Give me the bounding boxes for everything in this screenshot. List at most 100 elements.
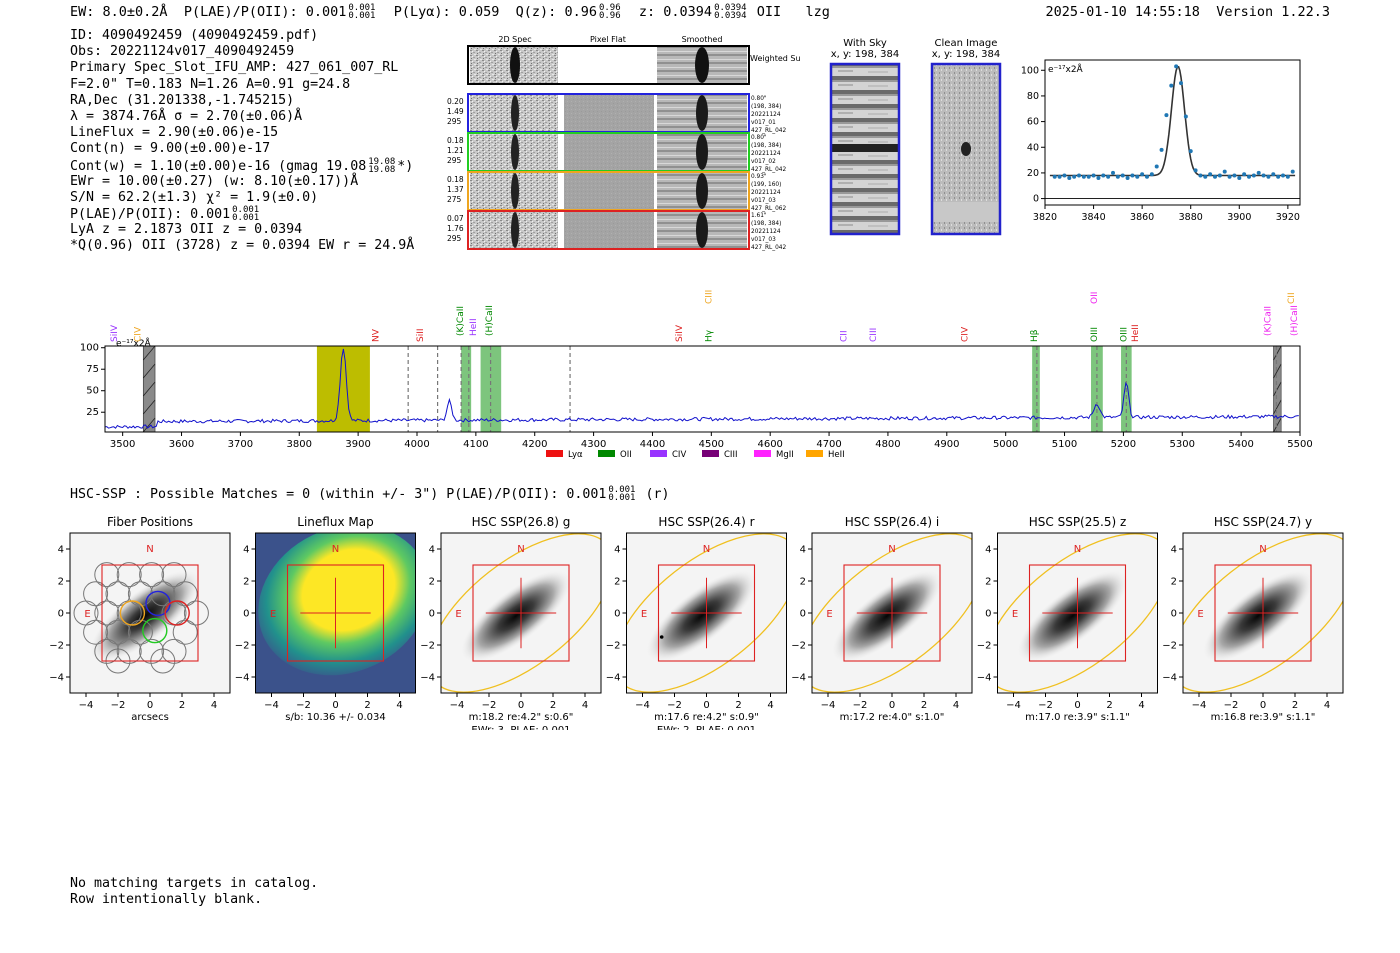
hsc-ytick-label-6-3: 2 (1171, 577, 1177, 588)
spectrum-line-label-20: (H)CaII (1290, 305, 1300, 336)
spectrum-line-label-19: CII (1287, 292, 1297, 304)
spectrum-line-label-12: CIV (960, 326, 970, 342)
line-fit-point-9 (1096, 176, 1101, 181)
cutout-flat-0 (564, 95, 654, 131)
hsc-xtick-label-3-1: −2 (667, 700, 682, 711)
line-fit-point-13 (1115, 174, 1120, 179)
spectrum-xtick-label-1: 3600 (169, 439, 194, 450)
cutout-right-1-1: (198, 384) (751, 143, 781, 149)
spectrum-line-label-11: CIII (869, 328, 879, 342)
hsc-panel-1: Lineflux Map N E −4 −4 −2 −2 0 0 2 2 4 4 s/b: 10.36 +… (235, 515, 416, 723)
line-fit-point-4 (1072, 174, 1077, 179)
line-fit-point-27 (1183, 114, 1188, 119)
hsc-header: HSC-SSP : Possible Matches = 0 (within +… (70, 485, 670, 503)
cutout-flat-2 (564, 173, 654, 209)
cutout-left-3-0: 0.07 (447, 214, 464, 223)
hsc-ytick-label-6-0: −4 (1162, 673, 1177, 684)
spectrum-hatch-1-0 (1273, 345, 1282, 361)
hsc-xtick-label-3-3: 2 (735, 700, 741, 711)
cutout-right-3-1: (198, 384) (751, 221, 781, 227)
compass-e-5: E (1012, 609, 1018, 620)
info-radec: RA,Dec (31.201338,-1.745215) (70, 92, 295, 108)
spectrum-line-label-10: CII (840, 330, 850, 342)
line-fit-point-38 (1237, 176, 1242, 181)
spectrum-xtick-label-9: 4400 (640, 439, 665, 450)
cutout-left-3-1: 1.76 (447, 224, 464, 233)
spectrum-line-label-9: Hγ (704, 329, 714, 342)
fiber-orange (119, 600, 146, 626)
hsc-xtick-label-4-4: 4 (953, 700, 959, 711)
hsc-xtick-label-2-0: −4 (450, 700, 465, 711)
line-fit-point-32 (1208, 172, 1213, 177)
hsc-aperture-box-2 (472, 564, 570, 662)
hsc-xtick-label-1-0: −4 (264, 700, 279, 711)
hsc-aperture-box-3 (657, 564, 756, 662)
line-fit-point-23 (1164, 113, 1169, 118)
spectrum-line-label-13: Hβ (1030, 329, 1040, 342)
line-fit-point-25 (1174, 64, 1179, 69)
cutout-right-3-0: 1.61" (751, 213, 767, 219)
hsc-ytick-label-5-2: 0 (985, 609, 991, 620)
legend-swatch-1 (598, 450, 615, 457)
line-fit-point-18 (1140, 172, 1145, 177)
fiber-red (164, 600, 190, 626)
hsc-panel-3: HSC SSP(26.4) r N E −4 −4 −2 −2 0 0 2 2 4 4 m:17.6 re… (606, 515, 787, 730)
hsc-panel-6: HSC SSP(24.7) y N E −4 −4 −2 −2 0 0 2 2 4 4 m:16.8 re… (1162, 515, 1344, 723)
fiber-circle-3 (161, 562, 187, 588)
legend-label-3: CIII (724, 450, 737, 460)
compass-n-2: N (517, 544, 524, 555)
cutout-flat-3 (564, 212, 654, 248)
line-fit-point-36 (1227, 174, 1232, 179)
header-q-hi: 0.96 (598, 3, 621, 13)
cutout-right-3-4: 427_RL_042 (751, 245, 786, 251)
line-fit-ytick-label-0: 0 (1033, 194, 1039, 205)
cutout-left-0-1: 1.49 (447, 107, 464, 116)
line-fit-point-20 (1149, 172, 1154, 177)
clean-image-frame (930, 62, 1002, 236)
fiber-circle-19 (172, 619, 198, 645)
cutout-left-0-0: 0.20 (447, 97, 464, 106)
line-fit-point-7 (1086, 174, 1091, 179)
line-fit-point-35 (1222, 169, 1227, 174)
line-fit-xtick-label-4: 3900 (1227, 212, 1251, 223)
hsc-galaxy-2 (458, 568, 574, 664)
hsc-xtick-label-4-2: 0 (889, 700, 895, 711)
spectrum-xtick-label-10: 4500 (699, 439, 724, 450)
info-sn: S/N = 62.2(±1.3) χ² = 1.9(±0.0) (70, 189, 319, 205)
fiber-circle-15 (83, 619, 109, 645)
hsc-xtick-label-5-3: 2 (1106, 700, 1112, 711)
hsc-ytick-label-0-2: 0 (58, 609, 64, 620)
spectrum-xtick-label-17: 5200 (1111, 439, 1136, 450)
spectrum-line-labels: SiIV CIV NV SiII (K)CaII HeII (H)CaII SiIVCIIIH… (110, 290, 1300, 342)
hsc-xtick-label-2-2: 0 (518, 700, 524, 711)
header-summary: EW: 8.0±0.2Å P(LAE)/P(OII): 0.001 0.001 0.… (70, 3, 830, 21)
spectrum-ytick-label-1: 50 (86, 386, 99, 397)
line-fit-point-49 (1290, 169, 1295, 174)
hsc-panel-title-3: HSC SSP(26.4) r (658, 515, 754, 529)
hsc-xtick-label-0-2: 0 (147, 700, 153, 711)
hsc-galaxy-3 (644, 568, 759, 664)
compass-e-3: E (641, 609, 647, 620)
weighted-flat (560, 47, 656, 83)
info-contw-row: Cont(w) = 1.10(±0.00)e-16 (gmag 19.08 19.… (70, 157, 414, 174)
hsc-header-hi: 0.001 (608, 485, 636, 495)
line-fit-xtick-label-2: 3860 (1130, 212, 1154, 223)
clean-image-title-block: Clean Image x, y: 198, 384 (920, 38, 1012, 60)
info-lya: LyA z = 2.1873 OII z = 0.0394 (70, 222, 303, 238)
line-fit-ytick-label-5: 100 (1021, 65, 1039, 76)
header-plae-hi: 0.001 (348, 3, 376, 13)
cutout-spec-source-3 (511, 212, 519, 248)
hsc-ytick-label-2-1: −2 (420, 641, 435, 652)
clean-image-title: Clean Image (934, 38, 998, 49)
hsc-ytick-label-5-1: −2 (977, 641, 992, 652)
line-fit-point-8 (1091, 173, 1096, 178)
spectrum-line-label-7: SiIV (675, 324, 685, 342)
spectrum-xtick-label-12: 4700 (816, 439, 841, 450)
cutout-spec-source-2 (511, 173, 519, 209)
clean-image-source (961, 142, 971, 156)
hsc-xtick-label-2-3: 2 (550, 700, 556, 711)
line-fit-point-48 (1285, 174, 1290, 179)
line-fit-ytick-label-2: 40 (1027, 142, 1039, 153)
header-z-hi: 0.0394 (714, 3, 747, 13)
